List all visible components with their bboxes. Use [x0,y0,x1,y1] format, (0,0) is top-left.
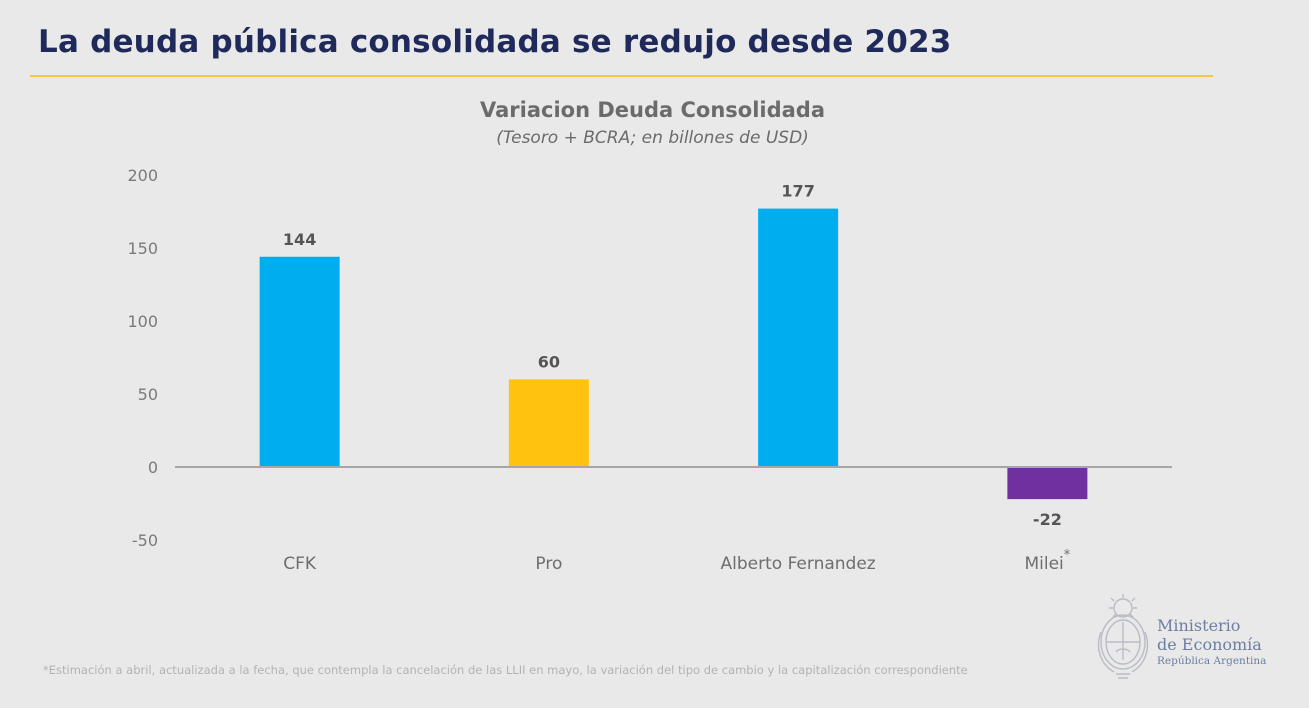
ministry-logo: Ministerio de Economía República Argenti… [1092,592,1292,687]
y-tick-label: -50 [132,531,158,550]
bar [259,256,340,467]
ministry-name: Ministerio de Economía República Argenti… [1157,616,1266,668]
footnote: *Estimación a abril, actualizada a la fe… [43,663,968,677]
page-title: La deuda pública consolidada se redujo d… [38,24,952,60]
logo-line-1: Ministerio [1157,616,1241,635]
data-label: -22 [1033,510,1062,529]
data-label: 60 [538,352,560,371]
chart-title: Variacion Deuda Consolidada [480,98,825,122]
y-tick-label: 150 [127,239,158,258]
logo-line-2: de Economía [1157,635,1262,654]
bar [508,379,589,467]
category-label: Alberto Fernandez [721,554,876,574]
y-tick-label: 200 [127,166,158,185]
y-tick-label: 0 [148,458,158,477]
y-tick-label: 50 [138,385,158,404]
data-label: 144 [283,230,316,249]
y-tick-label: 100 [127,312,158,331]
bar [1007,467,1088,500]
data-label: 177 [781,182,814,201]
category-label: Pro [535,554,562,574]
chart-subtitle: (Tesoro + BCRA; en billones de USD) [496,128,809,148]
bar-chart: 200 150 100 50 0 -50 144 60 177 -22 CFK Pro Alberto … [127,166,1172,574]
category-label: Milei* [1024,548,1070,574]
bar [758,208,839,467]
national-coat-of-arms-icon [1097,594,1149,679]
title-divider [30,75,1213,77]
category-label: CFK [283,554,317,574]
logo-line-3: República Argentina [1157,655,1267,667]
